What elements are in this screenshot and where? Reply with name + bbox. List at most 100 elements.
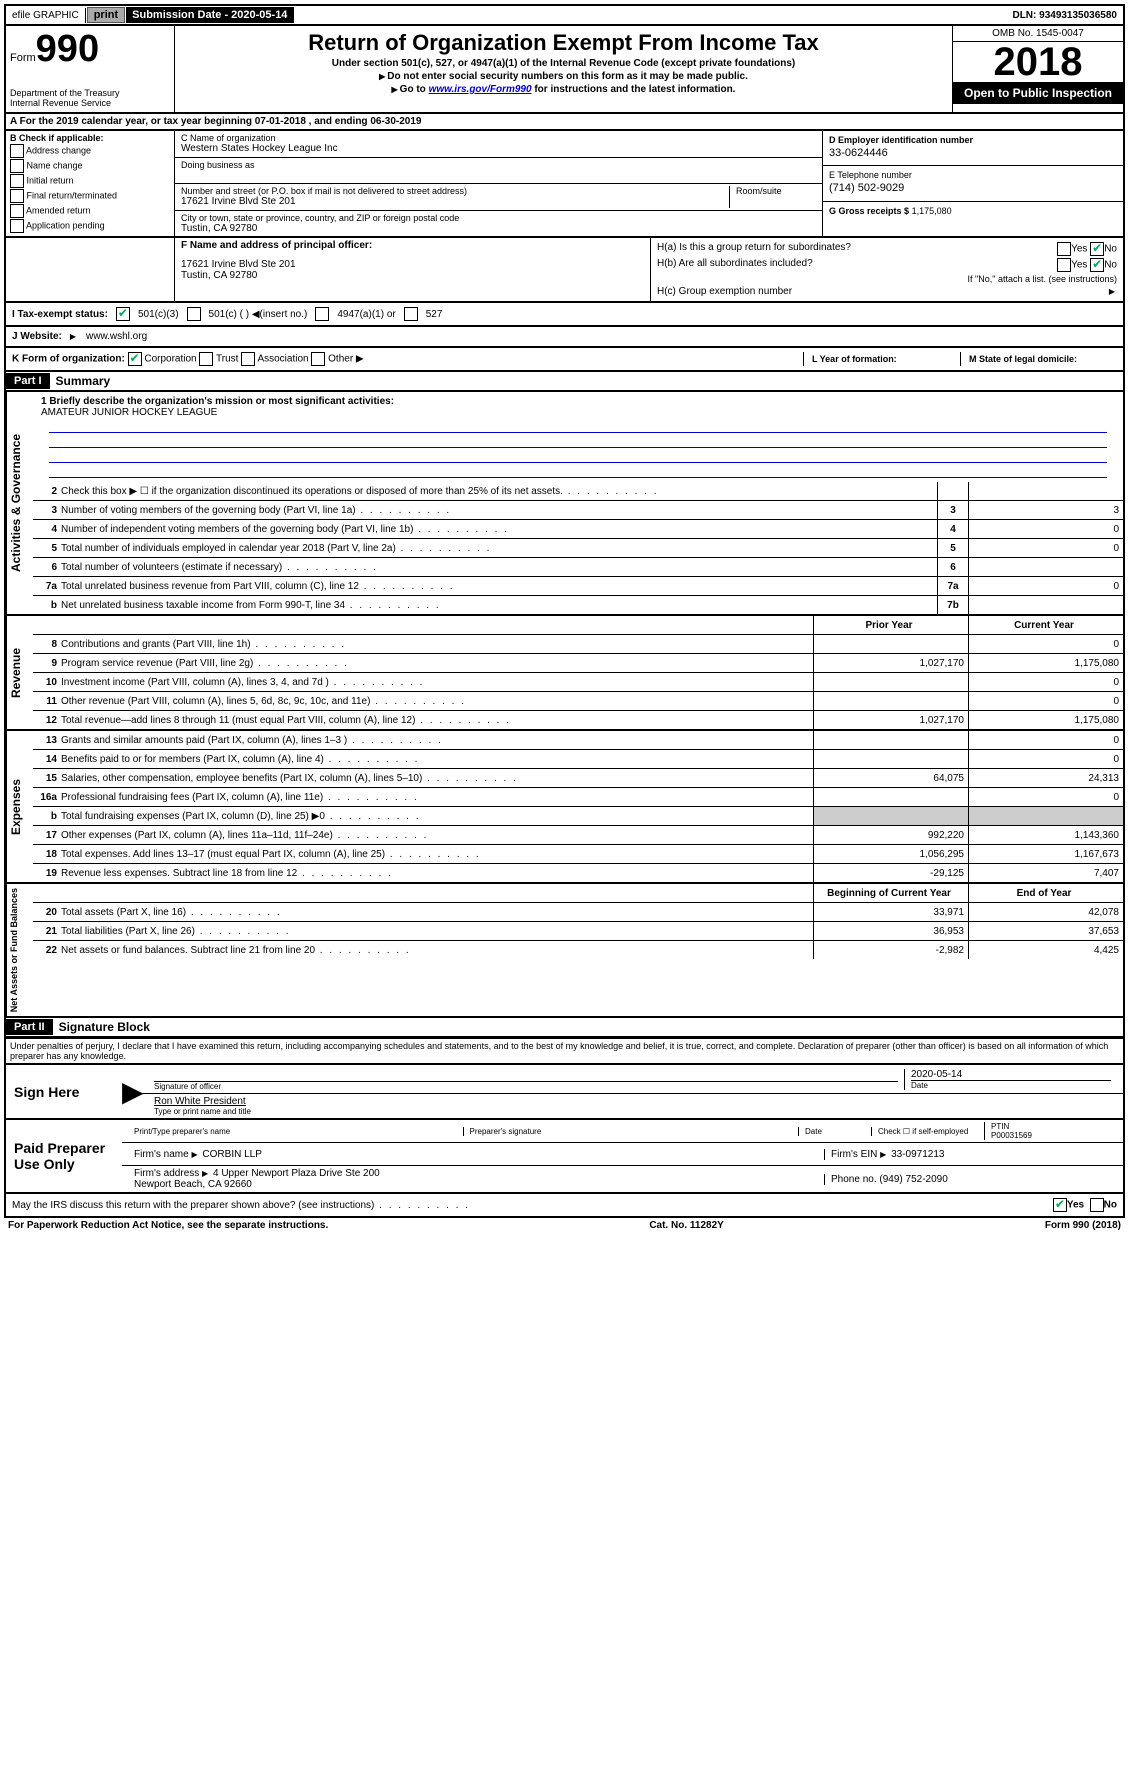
- penalty-text: Under penalties of perjury, I declare th…: [4, 1038, 1125, 1065]
- col-current: Current Year: [968, 616, 1123, 634]
- checkbox-corporation[interactable]: [128, 352, 142, 366]
- checkbox-other[interactable]: [311, 352, 325, 366]
- checkbox-amended-return[interactable]: [10, 204, 24, 218]
- dln-label: DLN: 93493135036580: [1006, 8, 1123, 23]
- discuss-yes[interactable]: [1053, 1198, 1067, 1212]
- checkbox-501c[interactable]: [187, 307, 201, 321]
- ptin-value: P00031569: [991, 1131, 1032, 1140]
- firm-name: CORBIN LLP: [202, 1149, 261, 1160]
- discuss-no[interactable]: [1090, 1198, 1104, 1212]
- table-row: 18 Total expenses. Add lines 13–17 (must…: [33, 845, 1123, 864]
- section-b-header: B Check if applicable:: [10, 133, 104, 143]
- addr-label: Number and street (or P.O. box if mail i…: [181, 186, 467, 196]
- dept-label: Department of the Treasury Internal Reve…: [10, 88, 170, 108]
- table-row: 17 Other expenses (Part IX, column (A), …: [33, 826, 1123, 845]
- firm-ein: 33-0971213: [891, 1149, 944, 1160]
- section-bcd: B Check if applicable: Address change Na…: [4, 131, 1125, 238]
- officer-label: F Name and address of principal officer:: [181, 240, 372, 251]
- col-end: End of Year: [968, 884, 1123, 902]
- ha-no[interactable]: [1090, 242, 1104, 256]
- table-row: 2 Check this box ▶ ☐ if the organization…: [33, 482, 1123, 501]
- gross-label: G Gross receipts $: [829, 206, 909, 216]
- sig-date-label: Date: [911, 1080, 1111, 1090]
- discuss-row: May the IRS discuss this return with the…: [4, 1194, 1125, 1218]
- paid-preparer-section: Paid Preparer Use Only Print/Type prepar…: [4, 1120, 1125, 1194]
- year-formation-label: L Year of formation:: [812, 354, 897, 364]
- footer-mid: Cat. No. 11282Y: [649, 1220, 723, 1231]
- hb-no[interactable]: [1090, 258, 1104, 272]
- checkbox-4947[interactable]: [315, 307, 329, 321]
- officer-name: Ron White President: [154, 1096, 246, 1107]
- checkbox-initial-return[interactable]: [10, 174, 24, 188]
- name-label: C Name of organization: [181, 133, 276, 143]
- part1-header: Part I: [6, 373, 50, 389]
- subtitle-1: Under section 501(c), 527, or 4947(a)(1)…: [185, 58, 942, 69]
- section-fh: F Name and address of principal officer:…: [4, 238, 1125, 303]
- checkbox-527[interactable]: [404, 307, 418, 321]
- ha-label: H(a) Is this a group return for subordin…: [657, 242, 851, 256]
- row-j: J Website: www.wshl.org: [4, 327, 1125, 348]
- subtitle-2: Do not enter social security numbers on …: [387, 71, 748, 82]
- side-expenses: Expenses: [6, 731, 33, 882]
- topbar: efile GRAPHIC print Submission Date - 20…: [4, 4, 1125, 26]
- checkbox-name-change[interactable]: [10, 159, 24, 173]
- checkbox-final-return[interactable]: [10, 189, 24, 203]
- ein-label: D Employer identification number: [829, 135, 973, 145]
- row-a: A For the 2019 calendar year, or tax yea…: [4, 114, 1125, 131]
- row-k: K Form of organization: Corporation Trus…: [4, 348, 1125, 372]
- website-value: www.wshl.org: [86, 331, 147, 342]
- checkbox-application-pending[interactable]: [10, 219, 24, 233]
- table-row: 6 Total number of volunteers (estimate i…: [33, 558, 1123, 577]
- checkbox-address-change[interactable]: [10, 144, 24, 158]
- firm-ein-label: Firm's EIN: [831, 1149, 877, 1160]
- gross-value: 1,175,080: [912, 206, 952, 216]
- firm-name-label: Firm's name: [134, 1149, 189, 1160]
- table-row: 4 Number of independent voting members o…: [33, 520, 1123, 539]
- form-number: 990: [36, 28, 99, 70]
- mission-label: 1 Briefly describe the organization's mi…: [41, 396, 394, 407]
- prep-date-label: Date: [798, 1127, 871, 1136]
- main-title: Return of Organization Exempt From Incom…: [185, 30, 942, 56]
- tax-year: 2018: [953, 42, 1123, 82]
- sign-here-label: Sign Here: [6, 1065, 122, 1118]
- prep-selfemp: Check ☐ if self-employed: [871, 1127, 984, 1136]
- part1-title: Summary: [50, 372, 117, 390]
- col-begin: Beginning of Current Year: [813, 884, 968, 902]
- hc-label: H(c) Group exemption number: [657, 286, 792, 297]
- ein-value: 33-0624446: [829, 147, 1117, 159]
- table-row: 7a Total unrelated business revenue from…: [33, 577, 1123, 596]
- efile-label: efile GRAPHIC: [6, 8, 86, 23]
- checkbox-trust[interactable]: [199, 352, 213, 366]
- side-governance: Activities & Governance: [6, 392, 33, 614]
- hb-label: H(b) Are all subordinates included?: [657, 258, 813, 272]
- form990-link[interactable]: www.irs.gov/Form990: [429, 84, 532, 95]
- ha-yes[interactable]: [1057, 242, 1071, 256]
- footer: For Paperwork Reduction Act Notice, see …: [4, 1218, 1125, 1233]
- paid-prep-label: Paid Preparer Use Only: [6, 1120, 122, 1192]
- table-row: 9 Program service revenue (Part VIII, li…: [33, 654, 1123, 673]
- hb-yes[interactable]: [1057, 258, 1071, 272]
- prep-name-label: Print/Type preparer's name: [128, 1127, 463, 1136]
- table-row: 22 Net assets or fund balances. Subtract…: [33, 941, 1123, 959]
- sign-here-section: Sign Here ▶ Signature of officer 2020-05…: [4, 1065, 1125, 1120]
- phone-label: E Telephone number: [829, 170, 912, 180]
- side-revenue: Revenue: [6, 616, 33, 729]
- print-button[interactable]: print: [87, 7, 125, 23]
- row-i: I Tax-exempt status: 501(c)(3) 501(c) ( …: [4, 303, 1125, 327]
- table-row: b Net unrelated business taxable income …: [33, 596, 1123, 614]
- submission-date: Submission Date - 2020-05-14: [126, 7, 294, 23]
- table-row: b Total fundraising expenses (Part IX, c…: [33, 807, 1123, 826]
- discuss-label: May the IRS discuss this return with the…: [12, 1200, 374, 1211]
- firm-addr-label: Firm's address: [134, 1168, 199, 1179]
- checkbox-association[interactable]: [241, 352, 255, 366]
- header: Form990 Department of the Treasury Inter…: [4, 26, 1125, 114]
- officer-name-label: Type or print name and title: [154, 1107, 1111, 1116]
- part2-header: Part II: [6, 1019, 53, 1035]
- col-prior: Prior Year: [813, 616, 968, 634]
- governance-section: Activities & Governance 1 Briefly descri…: [4, 392, 1125, 616]
- footer-left: For Paperwork Reduction Act Notice, see …: [8, 1220, 328, 1231]
- revenue-section: Revenue Prior YearCurrent Year 8 Contrib…: [4, 616, 1125, 731]
- checkbox-501c3[interactable]: [116, 307, 130, 321]
- table-row: 14 Benefits paid to or for members (Part…: [33, 750, 1123, 769]
- officer-address: 17621 Irvine Blvd Ste 201 Tustin, CA 927…: [181, 259, 644, 281]
